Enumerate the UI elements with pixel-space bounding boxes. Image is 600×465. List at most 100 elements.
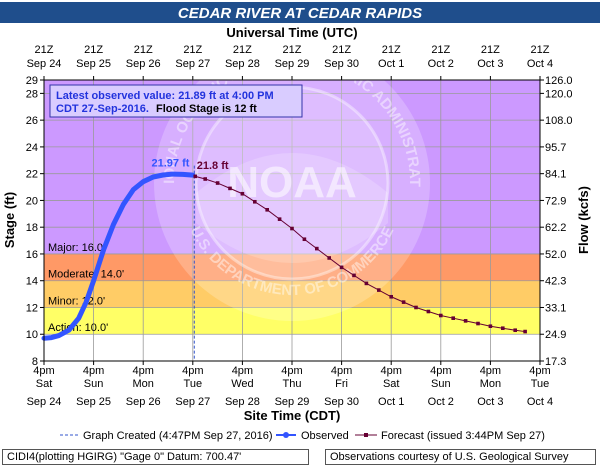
top-tick-label-date: Sep 26 [126,58,161,70]
forecast-point [463,319,468,323]
info-box: Latest observed value: 21.89 ft at 4:00 … [49,84,303,118]
series-layer: 21.97 ft 21.8 ft [41,157,527,341]
bottom-tick-label-day: Wed [231,378,253,390]
legend-created-label: Graph Created (4:47PM Sep 27, 2016) [83,430,273,442]
bottom-tick-label-date: Sep 24 [27,396,62,408]
forecast-point [193,174,198,179]
flow-tick-label: 24.9 [545,329,566,341]
bottom-tick-label-time: 4pm [132,365,153,377]
bottom-tick-label-day: Fri [335,378,348,390]
flow-tick-label: 72.9 [545,195,566,207]
y-tick-label: 16 [26,249,38,261]
y-tick-label: 24 [26,142,38,154]
y-tick-label: 22 [26,169,38,181]
bottom-tick-label-time: 4pm [331,365,352,377]
bottom-tick-label-day: Sun [431,378,451,390]
top-tick-label-date: Oct 4 [527,58,553,70]
bottom-tick-label-day: Sat [383,378,400,390]
top-tick-label-time: 21Z [283,44,302,56]
forecast-point [277,217,282,221]
forecast-point [476,321,480,326]
top-tick-label-time: 21Z [183,44,202,56]
info-latest: Latest observed value: 21.89 ft at 4:00 … [56,90,274,102]
flow-tick-label: 17.3 [545,356,566,368]
forecast-point [302,237,307,242]
y-tick-label: 26 [26,115,38,127]
forecast-point [253,199,257,204]
forecast-point [513,328,517,333]
bottom-tick-label-date: Oct 2 [428,396,454,408]
forecast-point [315,246,319,251]
y2-axis-title: Flow (kcfs) [576,186,591,254]
forecast-point [439,313,443,318]
flow-tick-label: 84.1 [545,169,566,181]
flow-tick-label: 95.7 [545,142,566,154]
hydrograph-chart: CEDAR RIVER AT CEDAR RAPIDS Universal Ti… [0,2,600,442]
bottom-tick-label-time: 4pm [281,365,302,377]
svg-text:CDT 27-Sep-2016. Flood S: CDT 27-Sep-2016. Flood Stage is 12 ft [56,103,257,115]
bottom-tick-label-time: 4pm [232,365,253,377]
title-banner [0,2,600,23]
forecast-point [290,226,294,231]
top-tick-label-date: Sep 24 [27,58,62,70]
bottom-tick-label-date: Sep 27 [175,396,210,408]
forecast-point [501,326,505,331]
forecast-point [228,186,232,191]
forecast-point [240,191,245,196]
forecast-point [451,316,455,320]
bottom-tick-label-day: Tue [531,378,550,390]
legend-observed-swatch-dot [283,432,289,438]
top-axis-title: Universal Time (UTC) [226,25,357,40]
bottom-tick-label-time: 4pm [83,365,104,377]
bottom-tick-label-date: Sep 30 [324,396,359,408]
bottom-tick-label-date: Oct 4 [527,396,553,408]
x-axis-title: Site Time (CDT) [244,408,341,423]
bottom-tick-label-day: Sat [36,378,53,390]
flow-tick-label: 52.0 [545,249,566,261]
y-tick-label: 18 [26,222,38,234]
top-tick-label-time: 21Z [332,44,351,56]
top-tick-label-date: Oct 3 [477,58,503,70]
flow-tick-label: 108.0 [545,115,573,127]
watermark-logo-text: NOAA [227,158,357,207]
band-label-action: Action: 10.0' [48,322,108,334]
flow-tick-label: 33.1 [545,302,566,314]
top-tick-label-date: Oct 2 [428,58,454,70]
y-tick-label: 20 [26,195,38,207]
chart-title: CEDAR RIVER AT CEDAR RAPIDS [178,5,422,22]
flow-tick-label: 62.2 [545,222,566,234]
forecast-point [389,294,393,299]
top-tick-label-date: Sep 27 [175,58,210,70]
bottom-tick-label-day: Tue [184,378,203,390]
forecast-point [414,305,418,310]
forecast-point [327,256,331,260]
bottom-tick-label-time: 4pm [529,365,550,377]
flow-tick-label: 120.0 [545,88,573,100]
bottom-tick-label-day: Mon [480,378,501,390]
forecast-point [401,300,406,304]
y-axis-title: Stage (ft) [2,192,17,248]
bottom-tick-label-date: Sep 28 [225,396,260,408]
bottom-tick-label-time: 4pm [380,365,401,377]
top-tick-label-time: 21Z [35,44,54,56]
forecast-point [215,181,220,185]
y-tick-label: 12 [26,302,38,314]
bottom-tick-label-date: Oct 3 [477,396,503,408]
top-tick-label-time: 21Z [84,44,103,56]
flow-tick-label: 42.3 [545,276,566,288]
forecast-point [488,324,493,329]
forecast-point [426,309,431,314]
top-tick-label-time: 21Z [431,44,450,56]
top-tick-label-time: 21Z [531,44,550,56]
bottom-tick-label-time: 4pm [480,365,501,377]
legend-forecast-label: Forecast (issued 3:44PM Sep 27) [381,430,545,442]
y-tick-label: 29 [26,75,38,87]
datum-footer: CIDI4(plotting HGIRG) "Gage 0" Datum: 70… [2,449,309,465]
info-flood-stage: Flood Stage is 12 ft [156,103,257,115]
bottom-tick-label-time: 4pm [430,365,451,377]
y-tick-label: 8 [32,356,38,368]
legend-forecast-swatch-dot [364,433,368,437]
info-date: CDT 27-Sep-2016. [56,103,149,115]
top-tick-label-time: 21Z [382,44,401,56]
